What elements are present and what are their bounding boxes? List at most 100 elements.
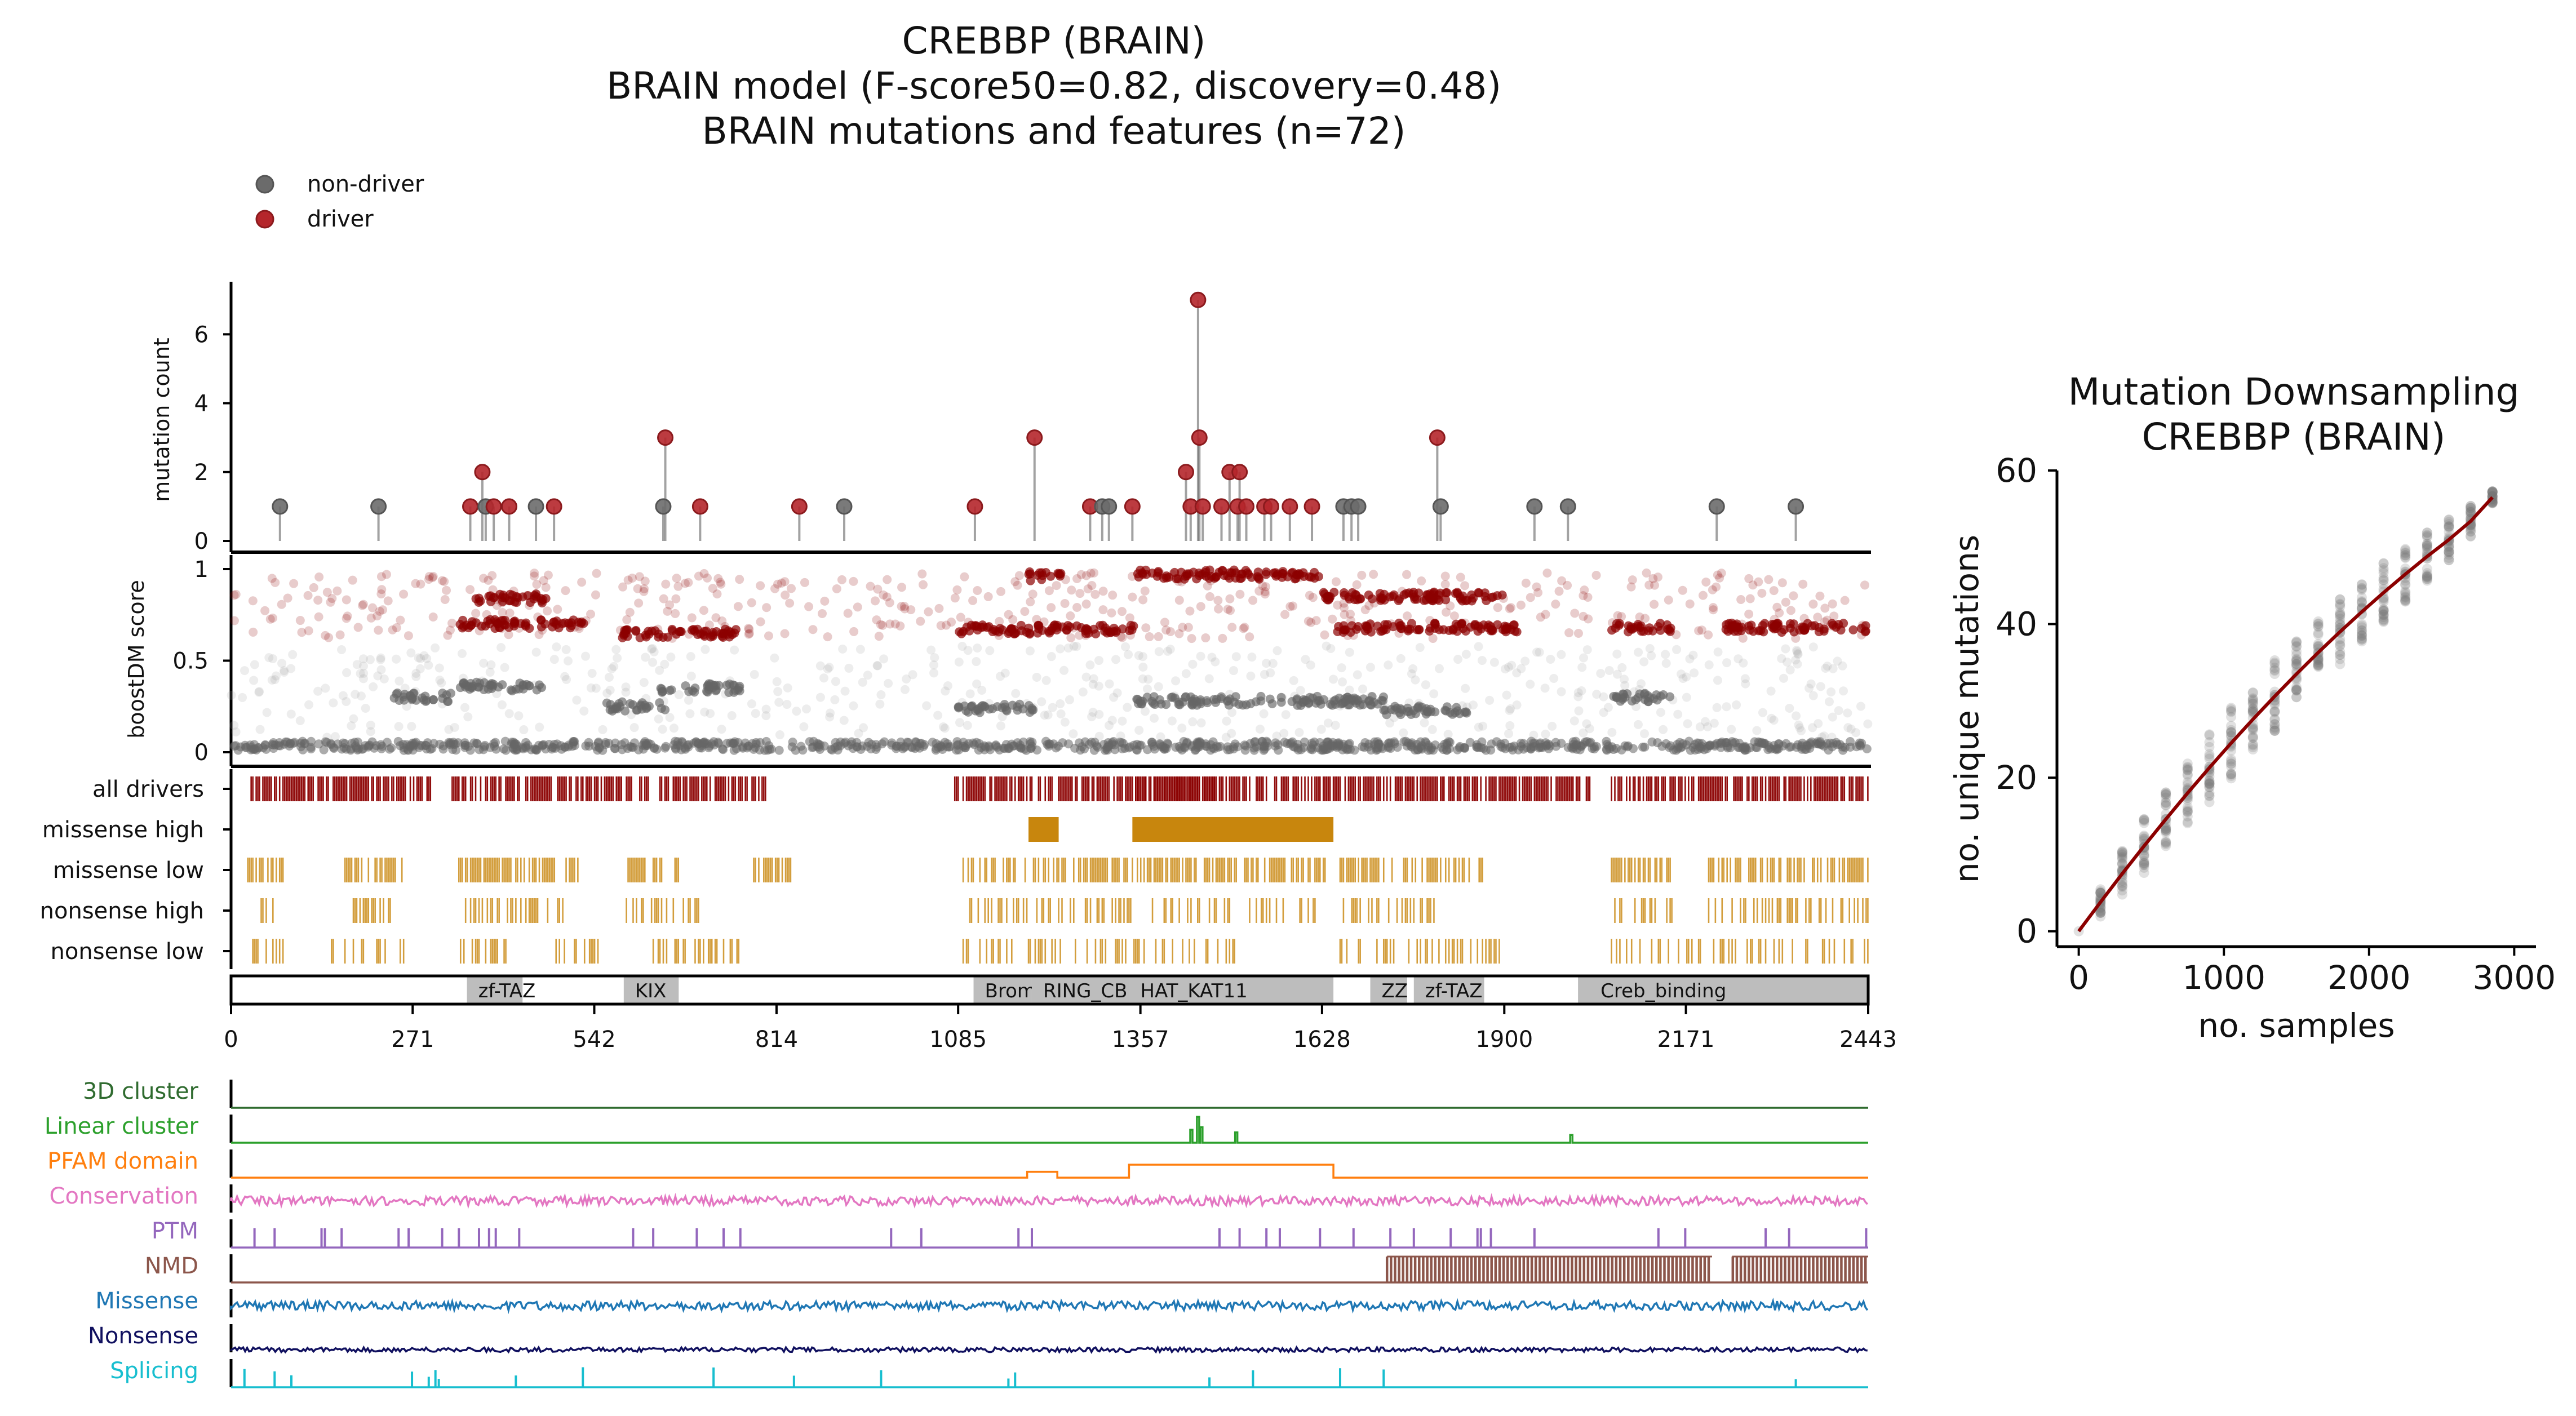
score-point-nondriver: [706, 709, 715, 718]
downsampling-point: [2139, 815, 2149, 825]
score-point-driver: [804, 602, 814, 611]
score-point-nondriver: [1703, 722, 1713, 731]
score-point-driver: [416, 579, 425, 589]
score-point-driver: [1240, 623, 1249, 632]
downsampling-point: [2247, 739, 2258, 749]
score-point-driver: [1410, 594, 1420, 604]
downsampling-point: [2226, 769, 2237, 780]
score-point-nondriver: [1821, 664, 1830, 673]
score-point-driver: [1789, 627, 1799, 637]
lollipop-y-label: mutation count: [149, 338, 174, 501]
score-point-driver: [1161, 625, 1171, 635]
score-point-driver: [1181, 571, 1190, 581]
score-point-nondriver: [639, 678, 649, 687]
score-point-driver: [479, 574, 489, 583]
downsampling-point: [2313, 622, 2324, 632]
downsampling-point: [2182, 804, 2193, 815]
downsampling-point: [2182, 802, 2193, 813]
score-point-nondriver: [358, 662, 368, 671]
score-point-driver: [1516, 600, 1526, 610]
downsampling-point: [2291, 692, 2302, 703]
score-point-driver: [1470, 620, 1480, 630]
score-point-nondriver: [774, 698, 784, 707]
score-point-driver: [332, 586, 342, 596]
score-point-driver: [1066, 611, 1075, 621]
score-point-driver: [591, 590, 600, 600]
score-point-nondriver: [1512, 668, 1522, 678]
score-point-nondriver: [1143, 674, 1153, 684]
score-point-nondriver: [1460, 707, 1470, 717]
score-point-driver: [1713, 570, 1722, 580]
downsampling-point: [2161, 839, 2171, 850]
score-point-nondriver: [819, 673, 828, 683]
score-point-nondriver: [1474, 722, 1483, 732]
score-point-nondriver: [1574, 706, 1584, 716]
score-point-driver: [1159, 574, 1168, 583]
score-point-driver: [659, 594, 668, 603]
score-point-driver: [353, 623, 363, 632]
downsampling-point: [2117, 858, 2127, 869]
score-point-driver: [924, 607, 933, 616]
score-point-nondriver: [1384, 660, 1393, 670]
score-point-nondriver: [1089, 674, 1098, 683]
score-point-nondriver: [1267, 699, 1277, 708]
score-point-driver: [680, 579, 690, 588]
score-point-nondriver: [1411, 745, 1420, 755]
score-point-driver: [866, 582, 875, 591]
score-point-driver: [1004, 610, 1013, 619]
score-point-nondriver: [415, 664, 425, 673]
score-point-nondriver: [295, 716, 305, 725]
score-point-driver: [1044, 586, 1054, 596]
downsampling-point: [2226, 727, 2237, 738]
score-point-driver: [424, 575, 433, 584]
chart-title-line3: BRAIN mutations and features (n=72): [702, 109, 1406, 153]
downsampling-point: [2226, 725, 2237, 735]
score-point-nondriver: [1599, 708, 1608, 717]
downsampling-x-label: no. samples: [2198, 1006, 2395, 1045]
downsampling-point: [2161, 841, 2171, 851]
downsampling-point: [2204, 729, 2215, 740]
score-point-driver: [950, 593, 960, 603]
score-point-nondriver: [1622, 742, 1632, 752]
score-point-driver: [1460, 581, 1470, 591]
score-point-nondriver: [1834, 706, 1843, 716]
score-point-driver: [744, 629, 753, 639]
score-point-driver: [248, 596, 258, 606]
score-point-nondriver: [1541, 729, 1550, 739]
score-point-nondriver: [963, 646, 973, 655]
score-point-driver: [713, 574, 723, 583]
score-point-nondriver: [1740, 674, 1750, 683]
track-block: [1132, 817, 1334, 842]
score-point-nondriver: [1639, 657, 1649, 667]
score-point-nondriver: [286, 664, 296, 673]
score-point-nondriver: [731, 744, 741, 753]
score-point-driver: [1407, 619, 1416, 628]
downsampling-point: [2356, 622, 2367, 633]
score-point-driver: [1808, 600, 1818, 609]
score-point-driver: [1769, 586, 1779, 596]
score-point-nondriver: [1797, 726, 1806, 736]
score-point-driver: [1346, 628, 1355, 637]
protein-x-tick-label: 271: [391, 1027, 434, 1053]
score-point-nondriver: [1013, 738, 1022, 748]
score-point-nondriver: [652, 744, 662, 754]
score-point-driver: [785, 598, 795, 608]
score-point-nondriver: [1378, 696, 1388, 705]
score-point-driver: [618, 582, 628, 592]
score-point-driver: [1244, 570, 1253, 579]
score-point-driver: [1379, 624, 1389, 634]
score-point-nondriver: [755, 745, 764, 755]
score-point-nondriver: [602, 689, 612, 698]
score-point-nondriver: [1301, 655, 1310, 664]
score-point-driver: [1709, 605, 1718, 615]
score-point-driver: [1541, 610, 1550, 619]
score-point-nondriver: [609, 662, 619, 671]
score-point-driver: [820, 596, 830, 606]
score-point-nondriver: [421, 696, 431, 706]
score-point-nondriver: [782, 700, 792, 709]
score-point-nondriver: [1838, 745, 1848, 755]
downsampling-point: [2095, 911, 2106, 922]
downsampling-point: [2226, 758, 2237, 769]
score-point-driver: [268, 613, 277, 623]
score-point-driver: [1020, 607, 1030, 616]
